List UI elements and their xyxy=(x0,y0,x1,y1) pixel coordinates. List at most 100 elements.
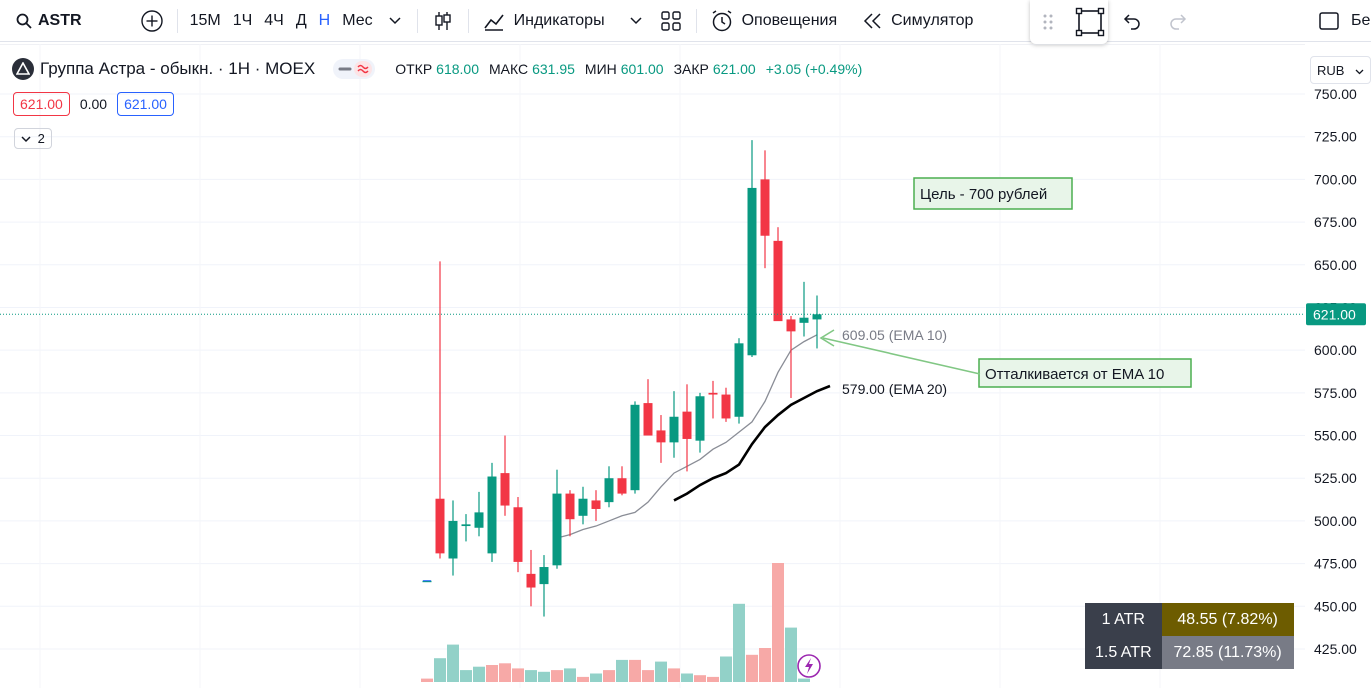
volume-bar xyxy=(473,666,485,682)
price-tick-label: 425.00 xyxy=(1314,641,1357,657)
indicators-icon xyxy=(482,9,506,33)
symbol-search-button[interactable]: ASTR xyxy=(0,0,89,42)
indicators-label: Индикаторы xyxy=(513,11,605,29)
interval-4h-label: 4Ч xyxy=(264,11,284,29)
indicators-button[interactable]: Индикаторы xyxy=(475,0,612,42)
high-label: МАКС xyxy=(488,61,529,77)
volume-bar xyxy=(603,670,615,682)
target-callout-text: Цель - 700 рублей xyxy=(920,186,1047,203)
candle-body xyxy=(591,500,601,509)
interval-15m[interactable]: 15М xyxy=(184,0,227,42)
lightning-bolt xyxy=(805,658,813,674)
price-tick-label: 750.00 xyxy=(1314,86,1357,102)
redo-button[interactable] xyxy=(1160,0,1198,42)
interval-1h[interactable]: 1Ч xyxy=(227,0,259,42)
toolbar-divider xyxy=(416,8,418,33)
search-icon xyxy=(12,9,36,33)
drag-handle-icon[interactable] xyxy=(1036,10,1060,34)
legend-toggle[interactable] xyxy=(333,59,376,79)
templates-button[interactable] xyxy=(652,0,690,42)
volume-bar xyxy=(486,665,498,682)
undo-button[interactable] xyxy=(1112,0,1150,42)
price-tick-label: 600.00 xyxy=(1314,342,1357,358)
plus-circle-icon xyxy=(140,9,164,33)
simulator-button[interactable]: Симулятор xyxy=(854,0,980,42)
volume-bar xyxy=(512,668,524,682)
indicators-dropdown[interactable] xyxy=(620,0,652,42)
candle-body xyxy=(682,411,692,439)
layout-button[interactable]: Бе xyxy=(1310,0,1371,42)
price-tick-label: 550.00 xyxy=(1314,428,1357,444)
indicators-collapse-button[interactable]: 2 xyxy=(14,128,52,149)
candle-body xyxy=(539,567,549,585)
open-label: ОТКР xyxy=(395,61,433,77)
chart-canvas[interactable]: 609.05 (EMA 10) 579.00 (EMA 20) Цель - 700… xyxy=(0,44,1371,688)
buy-price-button[interactable]: 621.00 xyxy=(117,92,174,116)
interval-day[interactable]: Д xyxy=(290,0,313,42)
toolbar-divider xyxy=(467,8,469,33)
ema10-label: 609.05 (EMA 10) xyxy=(842,327,947,343)
close-value: 621.00 xyxy=(712,61,756,77)
ema20-label: 579.00 (EMA 20) xyxy=(842,381,947,397)
spread-value: 0.00 xyxy=(79,96,108,112)
volume-bar xyxy=(668,668,680,682)
ema20-line xyxy=(673,384,831,502)
target-callout-box xyxy=(913,177,1073,210)
candles-icon xyxy=(431,9,455,33)
price-tick-label: 700.00 xyxy=(1314,171,1357,187)
candle-body xyxy=(500,473,510,506)
candle-body xyxy=(760,179,770,236)
trade-boxes: 621.00 0.00 621.00 xyxy=(13,92,174,116)
exchange-logo-icon xyxy=(12,58,34,80)
volume-bar xyxy=(434,658,446,682)
volume-bar xyxy=(629,659,641,682)
chevron-down-icon xyxy=(624,9,648,33)
atr-row: 1.5 ATR 72.85 (11.73%) xyxy=(1085,636,1294,669)
toolbar-divider xyxy=(695,8,697,33)
candle-body xyxy=(513,507,523,562)
callout-arrow-head xyxy=(819,329,835,347)
currency-select[interactable]: RUB xyxy=(1310,56,1371,84)
last-price-label: 621.00 xyxy=(1313,306,1356,322)
interval-4h[interactable]: 4Ч xyxy=(258,0,290,42)
currency-label: RUB xyxy=(1317,62,1345,78)
volume-bar xyxy=(525,670,537,682)
volume-bar xyxy=(590,673,602,682)
alerts-label: Оповещения xyxy=(741,11,838,29)
price-tick-label: 575.00 xyxy=(1314,385,1357,401)
interval-week-label: Н xyxy=(318,11,331,29)
interval-15m-label: 15М xyxy=(189,11,221,29)
price-tick-label: 450.00 xyxy=(1314,598,1357,614)
low-value: 601.00 xyxy=(620,61,664,77)
price-tick-label: 500.00 xyxy=(1314,513,1357,529)
interval-day-label: Д xyxy=(295,11,307,29)
volume-bar xyxy=(681,673,693,682)
price-tick-label: 525.00 xyxy=(1314,470,1357,486)
volume-bar xyxy=(499,663,511,682)
interval-week[interactable]: Н xyxy=(313,0,337,42)
sell-price-button[interactable]: 621.00 xyxy=(13,92,70,116)
chart-type-button[interactable] xyxy=(424,0,462,42)
volume-bar xyxy=(564,668,576,682)
candle-body xyxy=(695,396,705,441)
alerts-button[interactable]: Оповещения xyxy=(703,0,845,42)
alarm-clock-icon xyxy=(710,9,734,33)
callout-arrow-line xyxy=(822,337,981,375)
price-tick-label: 475.00 xyxy=(1314,556,1357,572)
chart-area[interactable]: 609.05 (EMA 10) 579.00 (EMA 20) Цель - 700… xyxy=(0,44,1371,688)
atr-row1-value: 48.55 (7.82%) xyxy=(1161,603,1294,636)
price-tick-label: 650.00 xyxy=(1314,257,1357,273)
interval-dropdown[interactable] xyxy=(379,0,411,42)
atr-row2-value: 72.85 (11.73%) xyxy=(1161,636,1294,669)
legend-title[interactable]: Группа Астра - обыкн. · 1Н · MOEX xyxy=(40,59,316,78)
volume-bar xyxy=(772,563,784,682)
volume-bar xyxy=(720,656,732,682)
candle-body xyxy=(617,478,627,494)
interval-month-label: Мес xyxy=(342,11,373,29)
compare-add-button[interactable] xyxy=(133,0,171,42)
candle-body xyxy=(773,240,783,322)
candle-body xyxy=(799,317,809,323)
rectangle-tool-icon[interactable] xyxy=(1074,6,1106,38)
interval-month[interactable]: Мес xyxy=(336,0,378,42)
volume-bar xyxy=(642,670,654,682)
